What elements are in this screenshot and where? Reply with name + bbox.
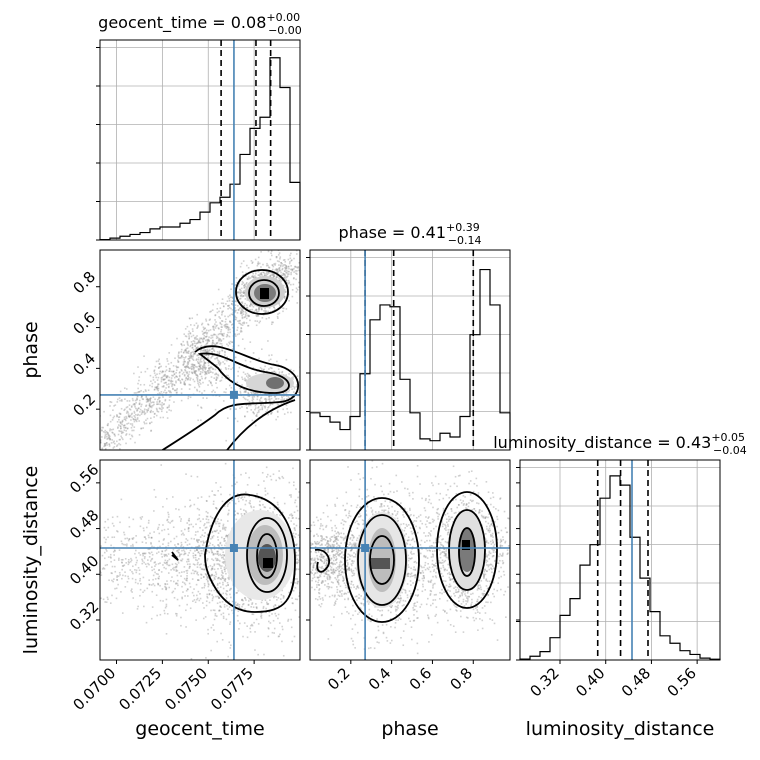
panel-hist-phase: phase = 0.41+0.39 −0.14 xyxy=(306,221,511,451)
panel-2d-geocent_time-phase xyxy=(99,249,301,451)
xtick-label-phase: 0.2 xyxy=(324,664,354,694)
truth-marker xyxy=(229,390,238,399)
frame-geocent_time xyxy=(99,39,301,241)
diag-title-main-phase: phase = 0.41 xyxy=(339,223,446,242)
density-peak-left xyxy=(371,558,390,569)
contour-left-inner xyxy=(369,535,395,585)
frame-luminosity_distance xyxy=(519,459,721,661)
diag-title-phase: phase = 0.41+0.39 −0.14 xyxy=(339,221,482,247)
xtick-label-geocent_time: 0.0750 xyxy=(161,664,211,714)
contour-left-middle xyxy=(357,514,407,606)
xlabel-geocent_time: geocent_time xyxy=(135,718,264,740)
panel-hist-geocent_time: geocent_time = 0.08+0.00 −0.00 xyxy=(96,11,302,241)
panel-inner xyxy=(100,250,300,450)
contour-outer-top xyxy=(235,269,289,315)
xtick-label-phase: 0.6 xyxy=(406,664,436,694)
diag-title-sub-luminosity_distance: −0.04 xyxy=(713,444,747,457)
ytick-label-luminosity_distance: 0.32 xyxy=(66,598,102,634)
xlabel-phase: phase xyxy=(381,718,438,740)
frame xyxy=(99,249,301,451)
density-blob xyxy=(266,377,284,389)
frame xyxy=(99,459,301,661)
diag-title-geocent_time: geocent_time = 0.08+0.00 −0.00 xyxy=(98,11,302,37)
histogram-geocent_time xyxy=(99,57,301,241)
xtick-label-phase: 0.8 xyxy=(446,664,476,694)
truth-marker xyxy=(229,544,238,552)
density-peak xyxy=(260,288,269,299)
xlabel-luminosity_distance: luminosity_distance xyxy=(526,718,715,740)
contour-edge xyxy=(314,548,330,573)
xtick-label-phase: 0.4 xyxy=(365,664,395,694)
panel-inner xyxy=(310,460,510,655)
xtick-label-luminosity_distance: 0.32 xyxy=(526,664,562,700)
xtick-label-geocent_time: 0.0725 xyxy=(115,664,165,714)
density-peak xyxy=(263,558,273,568)
diag-title-sub-phase: −0.14 xyxy=(448,234,482,247)
diag-title-luminosity_distance: luminosity_distance = 0.43+0.05 −0.04 xyxy=(493,431,747,457)
xtick-label-luminosity_distance: 0.56 xyxy=(664,664,700,700)
ytick-label-phase: 0.6 xyxy=(69,309,99,339)
diag-title-main-luminosity_distance: luminosity_distance = 0.43 xyxy=(493,433,711,453)
panel-2d-phase-luminosity_distance xyxy=(309,459,511,661)
panel-inner xyxy=(100,460,300,660)
xtick-label-luminosity_distance: 0.48 xyxy=(618,664,654,700)
diag-title-sup-luminosity_distance: +0.05 xyxy=(711,431,745,444)
contour-inner xyxy=(256,533,278,579)
xtick-label-geocent_time: 0.0700 xyxy=(69,664,119,714)
ylabel-phase: phase xyxy=(20,321,42,378)
xtick-label-luminosity_distance: 0.40 xyxy=(572,664,608,700)
ytick-label-luminosity_distance: 0.40 xyxy=(66,552,102,588)
ytick-label-phase: 0.8 xyxy=(69,268,99,298)
contour-right-outer xyxy=(436,491,498,609)
contour-inner-top xyxy=(248,279,280,307)
contour-left-outer xyxy=(344,497,420,623)
contour-right-middle xyxy=(448,509,486,591)
ytick-label-phase: 0.2 xyxy=(69,390,99,420)
histogram-phase xyxy=(309,268,511,450)
ytick-label-luminosity_distance: 0.56 xyxy=(66,460,102,496)
diag-title-sup-phase: +0.39 xyxy=(446,221,480,234)
panel-hist-luminosity_distance: luminosity_distance = 0.43+0.05 −0.04 xyxy=(493,431,747,661)
frame xyxy=(309,459,511,661)
frame-phase xyxy=(309,249,511,451)
grid-geocent_time xyxy=(100,40,300,240)
ytick-label-phase: 0.4 xyxy=(69,349,99,379)
ylabel-luminosity_distance: luminosity_distance xyxy=(20,466,42,655)
ytick-label-luminosity_distance: 0.48 xyxy=(66,506,102,542)
contour-outer xyxy=(171,493,296,613)
contour-middle xyxy=(246,517,288,593)
contour-right-inner xyxy=(458,527,476,577)
panel-2d-geocent_time-luminosity_distance xyxy=(99,459,301,661)
diag-title-sup-geocent_time: +0.00 xyxy=(266,11,300,24)
contour-inner-bottom xyxy=(197,352,290,394)
contour-outer-bottom xyxy=(160,345,300,450)
density-peak-right xyxy=(462,540,470,550)
diag-title-main-geocent_time: geocent_time = 0.08 xyxy=(98,13,266,33)
truth-marker xyxy=(361,544,370,552)
xtick-label-geocent_time: 0.0775 xyxy=(207,664,257,714)
diag-title-sub-geocent_time: −0.00 xyxy=(268,24,302,37)
